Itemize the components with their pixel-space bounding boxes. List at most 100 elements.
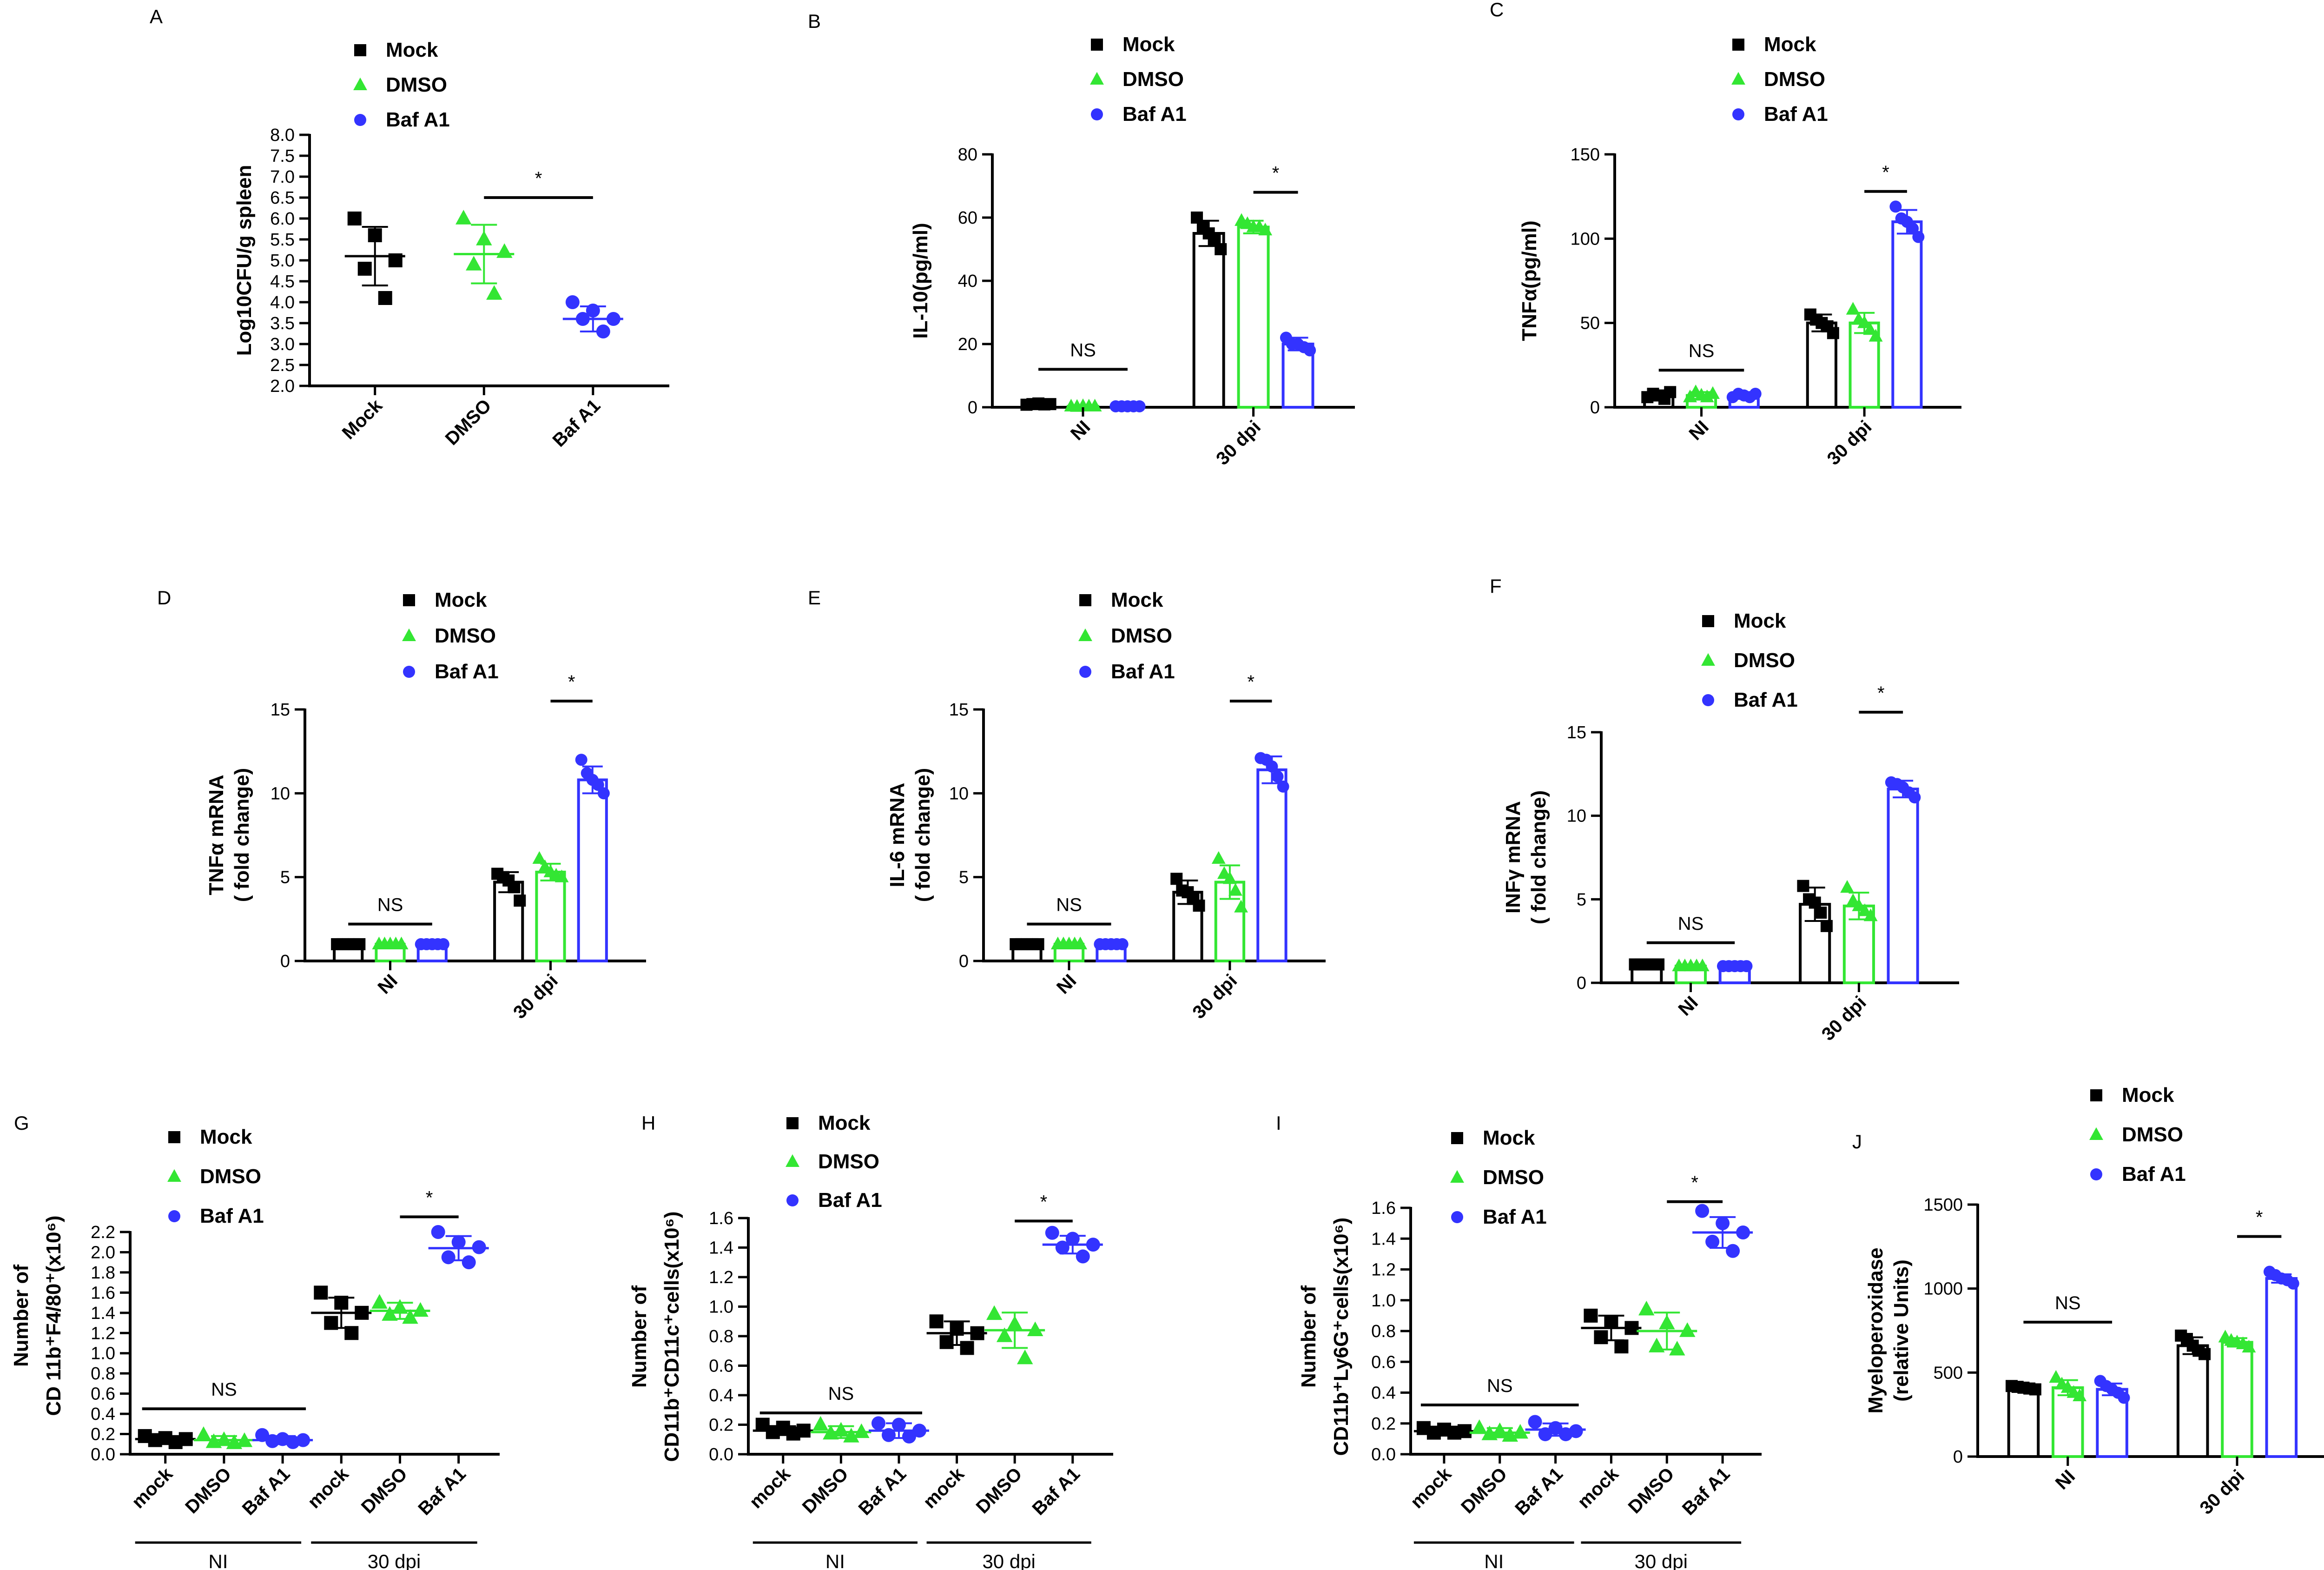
legend-marker (1451, 1211, 1463, 1223)
y-tick-label: 0.4 (1371, 1384, 1396, 1403)
data-point (476, 231, 492, 245)
legend-label: DMSO (386, 73, 447, 96)
group-bracket-label: 30 dpi (982, 1550, 1035, 1570)
x-tick-label: Baf A1 (1678, 1464, 1734, 1519)
bar (1192, 232, 1225, 409)
data-point (833, 1422, 849, 1437)
data-point (1705, 1234, 1720, 1249)
data-point (929, 1314, 944, 1329)
group-bracket-label: 30 dpi (368, 1550, 421, 1570)
data-point (1659, 1314, 1675, 1330)
data-point (1716, 1216, 1730, 1231)
legend-label: Mock (1764, 33, 1816, 56)
x-tick-label: 30 dpi (509, 970, 562, 1023)
y-tick-label: 1.6 (91, 1283, 115, 1303)
legend-label: DMSO (1764, 68, 1825, 91)
data-point (1700, 389, 1714, 403)
y-axis-title: ( fold change) (911, 768, 934, 902)
x-tick-label: 30 dpi (2196, 1466, 2249, 1518)
y-tick-label: 0 (968, 398, 977, 417)
y-tick-label: 7.5 (270, 146, 295, 166)
data-point (853, 1423, 870, 1438)
data-point (1538, 1427, 1552, 1441)
data-point (368, 228, 382, 242)
y-tick-label: 5.0 (270, 251, 295, 271)
y-tick-label: 0.8 (709, 1327, 733, 1346)
bar (2176, 1344, 2209, 1458)
y-tick-label: 0.4 (709, 1386, 733, 1405)
data-point (1846, 302, 1860, 315)
legend-marker (1731, 72, 1745, 85)
legend-marker (1702, 694, 1714, 706)
legend-label: Mock (435, 589, 487, 611)
data-point (2073, 1388, 2087, 1401)
y-tick-label: 0.0 (91, 1445, 115, 1464)
data-point (1857, 315, 1872, 328)
data-point (412, 1302, 429, 1317)
panel-d: D Mock DMSO Baf A1 0 5 10 15 TNFα mRNA( fold cha… (157, 587, 646, 1023)
y-axis-title: CD11b⁺Ly6G⁺cells(x10⁶) (1330, 1218, 1353, 1456)
data-point (1228, 883, 1242, 896)
panel-b: B Mock DMSO Baf A1 0 20 40 60 80 IL-10(pg/ml) NI 30… (808, 10, 1355, 469)
x-tick-label: Baf A1 (1028, 1464, 1084, 1519)
panel-f: F Mock DMSO Baf A1 0 5 10 15 INFγ mRNA( fold cha… (1490, 575, 1959, 1045)
x-tick-label: Baf A1 (549, 395, 605, 451)
y-tick-label: 8.0 (270, 126, 295, 145)
legend-label: DMSO (1734, 649, 1795, 672)
x-tick-label: NI (374, 970, 401, 998)
data-point (265, 1434, 280, 1448)
y-tick-label: 0 (959, 952, 969, 971)
y-tick-label: 2.0 (91, 1243, 115, 1262)
legend-label: DMSO (818, 1150, 879, 1173)
y-tick-label: 1.6 (1371, 1199, 1396, 1218)
data-point (451, 1235, 466, 1249)
y-tick-label: 6.5 (270, 188, 295, 208)
y-tick-label: 4.5 (270, 272, 295, 291)
data-point (1706, 386, 1720, 399)
data-point (382, 1306, 398, 1321)
significance-label: NS (1678, 914, 1704, 934)
y-axis-title: Myeloperoxidase (1864, 1247, 1887, 1413)
data-point (1471, 1419, 1487, 1434)
data-point (1258, 222, 1273, 236)
data-point (1908, 791, 1921, 804)
panel-label: G (14, 1112, 29, 1134)
significance-label: * (535, 168, 542, 189)
y-tick-label: 2.5 (270, 356, 295, 375)
data-point (402, 1309, 418, 1324)
significance-label: NS (2055, 1293, 2081, 1313)
x-tick-label: mock (746, 1464, 795, 1513)
legend-marker (1090, 72, 1104, 85)
data-point (1548, 1421, 1563, 1435)
data-point (456, 210, 472, 225)
y-axis-title: IL-6 mRNA (886, 783, 909, 888)
y-tick-label: 15 (1567, 723, 1586, 742)
legend-marker (2090, 1168, 2102, 1180)
legend-label: DMSO (435, 624, 496, 647)
y-tick-label: 2.0 (270, 377, 295, 396)
y-tick-label: 0.6 (709, 1357, 733, 1376)
significance-label: * (1882, 162, 1889, 183)
x-tick-label: DMSO (181, 1464, 235, 1517)
legend-label: DMSO (200, 1165, 261, 1188)
y-axis-title: Log10CFU/g spleen (233, 165, 256, 356)
data-point (1017, 1349, 1033, 1365)
data-point (1558, 1427, 1573, 1441)
data-point (324, 1316, 338, 1330)
data-point (1604, 1315, 1618, 1329)
data-point (1652, 958, 1665, 971)
data-point (462, 1255, 476, 1270)
y-tick-label: 2.2 (91, 1223, 115, 1242)
data-point (1695, 1204, 1710, 1218)
data-point (986, 1305, 1003, 1320)
legend-marker (1701, 653, 1715, 666)
y-tick-label: 0.0 (709, 1445, 733, 1464)
data-point (1740, 960, 1753, 973)
data-point (1863, 322, 1877, 335)
x-tick-label: Baf A1 (238, 1464, 294, 1519)
significance-label: NS (377, 895, 403, 915)
y-tick-label: 0.8 (1371, 1322, 1396, 1341)
data-point (1481, 1425, 1498, 1440)
data-point (514, 894, 526, 907)
